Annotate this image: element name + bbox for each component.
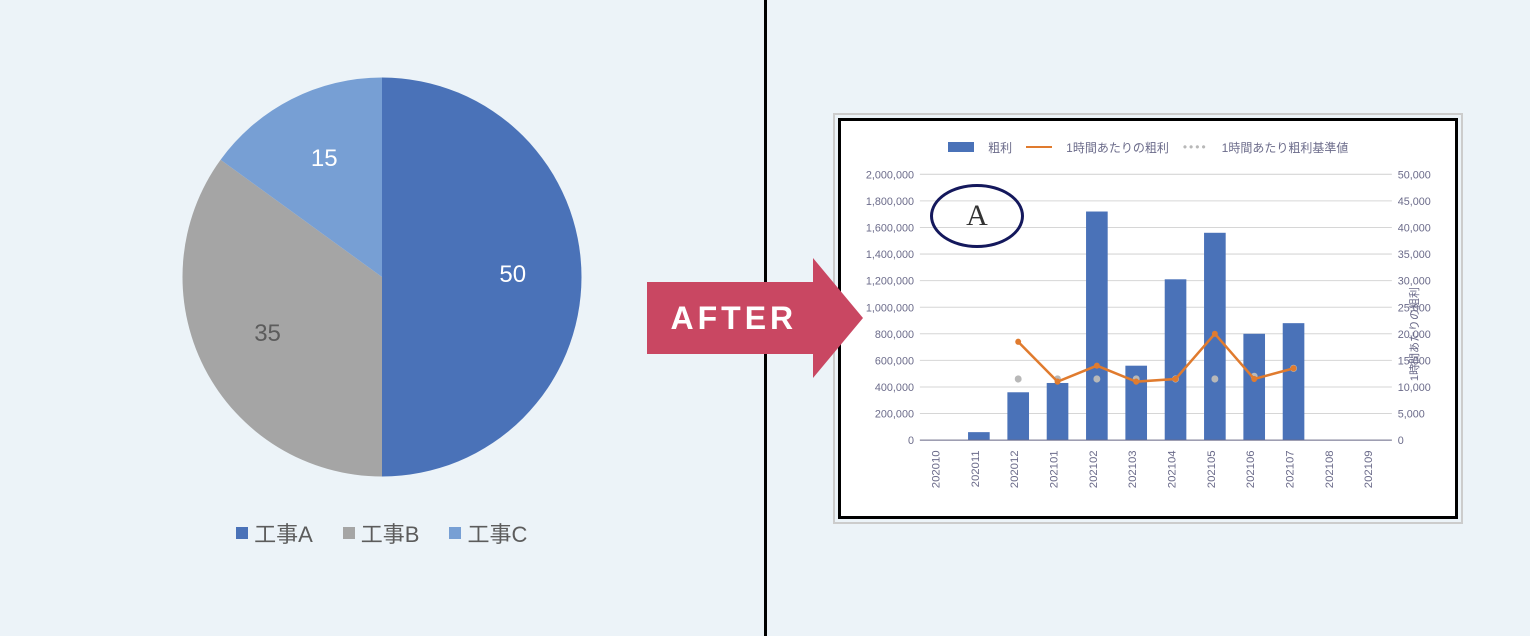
svg-text:1,400,000: 1,400,000 (866, 248, 914, 260)
svg-text:30,000: 30,000 (1398, 275, 1431, 287)
combo-plot-area: 0 200,000 400,000 600,000 800,000 1,000,000 1,… (853, 164, 1443, 504)
svg-text:2,000,000: 2,000,000 (866, 169, 914, 181)
pie-legend-item: 工事A (236, 517, 313, 549)
legend-line-label: 1時間あたりの粗利 (1066, 139, 1169, 156)
legend-dots-label: 1時間あたり粗利基準値 (1222, 139, 1349, 156)
svg-text:1,000,000: 1,000,000 (866, 302, 914, 314)
pie-legend: 工事A 工事B 工事C (236, 517, 527, 549)
svg-text:202101: 202101 (1049, 450, 1061, 488)
svg-text:800,000: 800,000 (875, 328, 914, 340)
svg-text:202109: 202109 (1364, 450, 1376, 488)
svg-text:1,800,000: 1,800,000 (866, 195, 914, 207)
pie-chart: 50 35 15 (172, 67, 592, 487)
after-arrow: AFTER (647, 258, 864, 378)
svg-text:202012: 202012 (1010, 450, 1022, 488)
svg-text:202107: 202107 (1285, 450, 1297, 488)
pie-legend-label: 工事A (254, 517, 313, 549)
combo-legend: 粗利 1時間あたりの粗利 ••••1時間あたり粗利基準値 (853, 139, 1443, 156)
pie-legend-label: 工事B (361, 517, 420, 549)
combo-chart: 粗利 1時間あたりの粗利 ••••1時間あたり粗利基準値 0 200,000 400… (838, 118, 1458, 519)
pie-legend-item: 工事C (449, 517, 527, 549)
legend-bar-label: 粗利 (988, 139, 1012, 156)
annotation-text: A (966, 199, 988, 233)
svg-text:200,000: 200,000 (875, 408, 914, 420)
pie-data-label-0: 50 (499, 261, 526, 289)
y2-axis-title: 1時間あたりの粗利 (1406, 286, 1422, 380)
svg-text:40,000: 40,000 (1398, 222, 1431, 234)
svg-text:35,000: 35,000 (1398, 248, 1431, 260)
svg-text:202102: 202102 (1088, 450, 1100, 488)
svg-text:10,000: 10,000 (1398, 381, 1431, 393)
svg-text:400,000: 400,000 (875, 381, 914, 393)
svg-text:1,600,000: 1,600,000 (866, 222, 914, 234)
pie-legend-item: 工事B (343, 517, 420, 549)
annotation-circle: A (930, 184, 1024, 248)
svg-text:202105: 202105 (1206, 450, 1218, 488)
svg-text:202104: 202104 (1167, 450, 1179, 488)
svg-text:202103: 202103 (1128, 450, 1140, 488)
arrow-head-icon (813, 258, 863, 378)
right-panel: AFTER 粗利 1時間あたりの粗利 ••••1時間あたり粗利基準値 0200,… (767, 0, 1530, 636)
svg-text:0: 0 (1398, 435, 1404, 447)
svg-text:202010: 202010 (931, 450, 943, 488)
arrow-label: AFTER (647, 282, 814, 354)
pie-data-label-2: 15 (311, 145, 338, 173)
svg-text:600,000: 600,000 (875, 355, 914, 367)
svg-text:1,200,000: 1,200,000 (866, 275, 914, 287)
pie-data-label-1: 35 (254, 320, 281, 348)
svg-text:50,000: 50,000 (1398, 169, 1431, 181)
svg-text:202011: 202011 (970, 450, 982, 487)
pie-legend-label: 工事C (467, 517, 527, 549)
svg-text:5,000: 5,000 (1398, 408, 1425, 420)
svg-text:0: 0 (908, 435, 914, 447)
svg-text:45,000: 45,000 (1398, 195, 1431, 207)
svg-text:202106: 202106 (1246, 450, 1258, 488)
svg-text:202108: 202108 (1324, 450, 1336, 488)
